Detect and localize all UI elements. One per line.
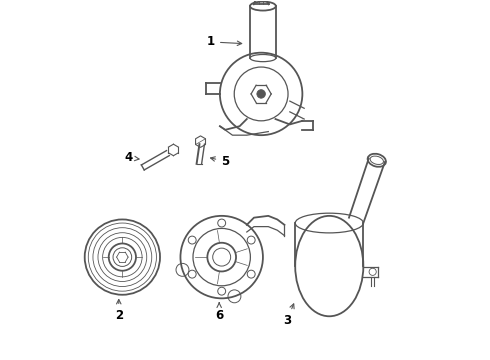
Text: 1: 1 — [207, 35, 242, 49]
Text: 5: 5 — [211, 155, 229, 168]
Text: 4: 4 — [124, 151, 139, 164]
Text: 3: 3 — [283, 304, 294, 327]
Circle shape — [257, 90, 266, 98]
Text: 2: 2 — [115, 300, 123, 322]
Text: 6: 6 — [215, 303, 223, 322]
